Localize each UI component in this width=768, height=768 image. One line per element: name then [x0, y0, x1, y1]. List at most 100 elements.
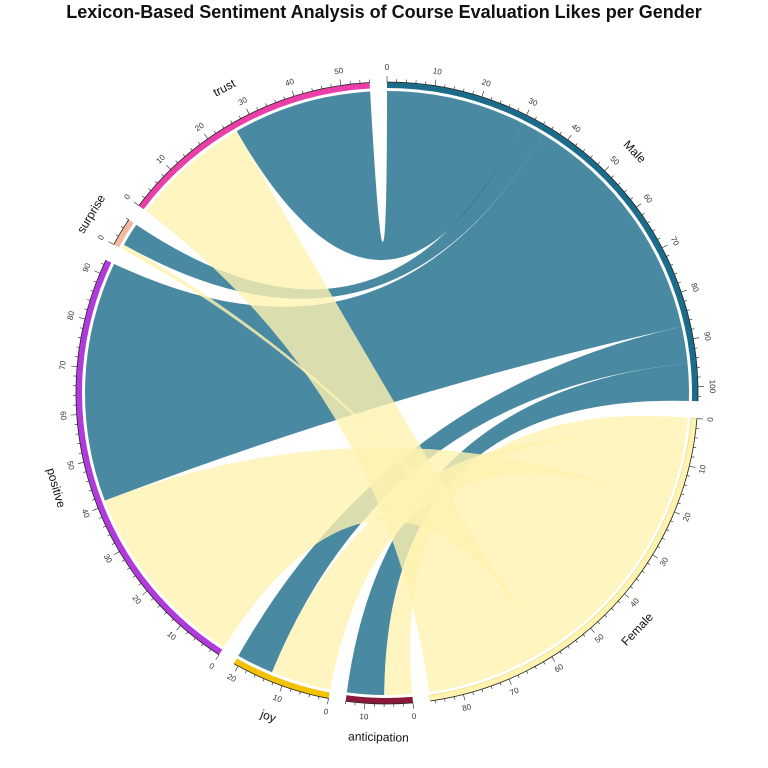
- tick-label-male-50: 50: [608, 154, 621, 167]
- tick-female-16: [681, 493, 685, 496]
- tick-positive-6: [193, 637, 196, 641]
- tick-positive-46: [85, 480, 89, 483]
- tick-female-82: [453, 696, 455, 700]
- tick-male-72: [666, 254, 670, 257]
- tick-trust-10: [166, 165, 171, 170]
- tick-label-male-30: 30: [527, 96, 539, 108]
- tick-positive-18: [150, 598, 154, 601]
- tick-male-40: [567, 134, 572, 141]
- tick-label-trust-0: 0: [122, 192, 132, 201]
- tick-male-12: [444, 84, 446, 88]
- tick-positive-4: [201, 643, 204, 647]
- tick-positive-36: [103, 525, 107, 528]
- tick-male-60: [636, 203, 642, 208]
- tick-anticipation-0: [412, 702, 414, 709]
- sector-label-male: Male: [621, 137, 649, 166]
- tick-label-male-40: 40: [570, 122, 583, 135]
- tick-joy-16: [253, 674, 256, 678]
- tick-female-52: [582, 634, 586, 637]
- tick-label-positive-90: 90: [81, 261, 93, 273]
- tick-label-trust-50: 50: [334, 66, 345, 76]
- tick-female-26: [661, 537, 665, 540]
- tick-joy-14: [262, 678, 265, 682]
- tick-joy-2: [318, 696, 320, 700]
- tick-male-54: [617, 182, 621, 186]
- tick-label-male-70: 70: [669, 235, 681, 248]
- tick-male-44: [582, 149, 586, 152]
- tick-male-28: [517, 108, 520, 111]
- tick-surprise-4: [120, 226, 124, 229]
- tick-female-62: [543, 661, 546, 665]
- tick-female-60: [551, 656, 556, 663]
- tick-male-50: [604, 166, 610, 172]
- tick-trust-16: [190, 147, 193, 151]
- tick-positive-20: [142, 590, 148, 596]
- tick-positive-70: [71, 365, 78, 367]
- tick-joy-6: [299, 691, 301, 695]
- tick-label-female-50: 50: [593, 632, 606, 645]
- tick-female-22: [670, 520, 674, 523]
- tick-positive-2: [209, 649, 212, 653]
- tick-label-female-30: 30: [658, 555, 671, 568]
- tick-female-80: [463, 694, 466, 701]
- tick-trust-12: [175, 160, 178, 164]
- tick-label-surprise-0: 0: [96, 233, 106, 242]
- tick-female-34: [641, 570, 645, 573]
- tick-surprise-2: [115, 234, 119, 237]
- tick-male-32: [534, 116, 537, 120]
- tick-joy-10: [279, 685, 283, 692]
- tick-positive-90: [94, 270, 101, 274]
- tick-positive-16: [157, 605, 161, 608]
- tick-label-joy-20: 20: [226, 672, 239, 684]
- tick-female-12: [686, 475, 690, 477]
- tick-male-84: [686, 309, 690, 311]
- tick-label-positive-60: 60: [58, 411, 68, 421]
- tick-trust-28: [238, 115, 241, 119]
- tick-label-anticipation-10: 10: [359, 712, 369, 722]
- tick-female-30: [652, 554, 658, 559]
- tick-joy-4: [308, 694, 310, 698]
- tick-male-62: [641, 213, 645, 216]
- tick-label-positive-80: 80: [66, 310, 77, 321]
- tick-female-50: [590, 627, 595, 633]
- chord-female-joy: [271, 437, 685, 690]
- tick-male-10: [434, 79, 437, 86]
- axis-female: [430, 418, 698, 702]
- tick-female-14: [684, 484, 688, 486]
- tick-trust-26: [230, 120, 233, 124]
- chord-links: [84, 91, 690, 696]
- tick-female-48: [597, 621, 600, 625]
- tick-trust-14: [182, 154, 186, 157]
- tick-female-28: [657, 546, 661, 549]
- tick-label-male-80: 80: [689, 282, 701, 294]
- tick-trust-48: [330, 84, 332, 88]
- tick-label-joy-10: 10: [272, 693, 284, 705]
- tick-positive-22: [138, 583, 142, 586]
- tick-positive-0: [215, 654, 220, 660]
- tick-positive-38: [99, 516, 103, 519]
- tick-joy-12: [271, 682, 274, 686]
- tick-label-positive-40: 40: [80, 508, 92, 520]
- tick-trust-20: [204, 133, 209, 139]
- sector-surprise: [113, 219, 134, 248]
- tick-male-52: [611, 175, 614, 178]
- tick-trust-36: [274, 99, 276, 103]
- tick-positive-44: [88, 489, 92, 492]
- tick-male-18: [472, 91, 474, 95]
- tick-male-66: [652, 229, 656, 232]
- tick-label-female-40: 40: [628, 596, 641, 609]
- tick-label-female-20: 20: [681, 511, 693, 523]
- tick-female-38: [630, 586, 634, 589]
- sector-label-positive: positive: [44, 466, 69, 509]
- tick-male-20: [481, 91, 485, 97]
- tick-female-68: [517, 675, 520, 678]
- tick-label-anticipation-0: 0: [412, 712, 418, 721]
- tick-label-male-90: 90: [702, 331, 713, 342]
- tick-trust-6: [154, 181, 158, 184]
- tick-positive-48: [83, 471, 87, 473]
- chart-title: Lexicon-Based Sentiment Analysis of Cour…: [66, 2, 702, 22]
- tick-male-80: [681, 289, 687, 293]
- tick-female-74: [490, 685, 493, 689]
- tick-male-68: [657, 237, 661, 240]
